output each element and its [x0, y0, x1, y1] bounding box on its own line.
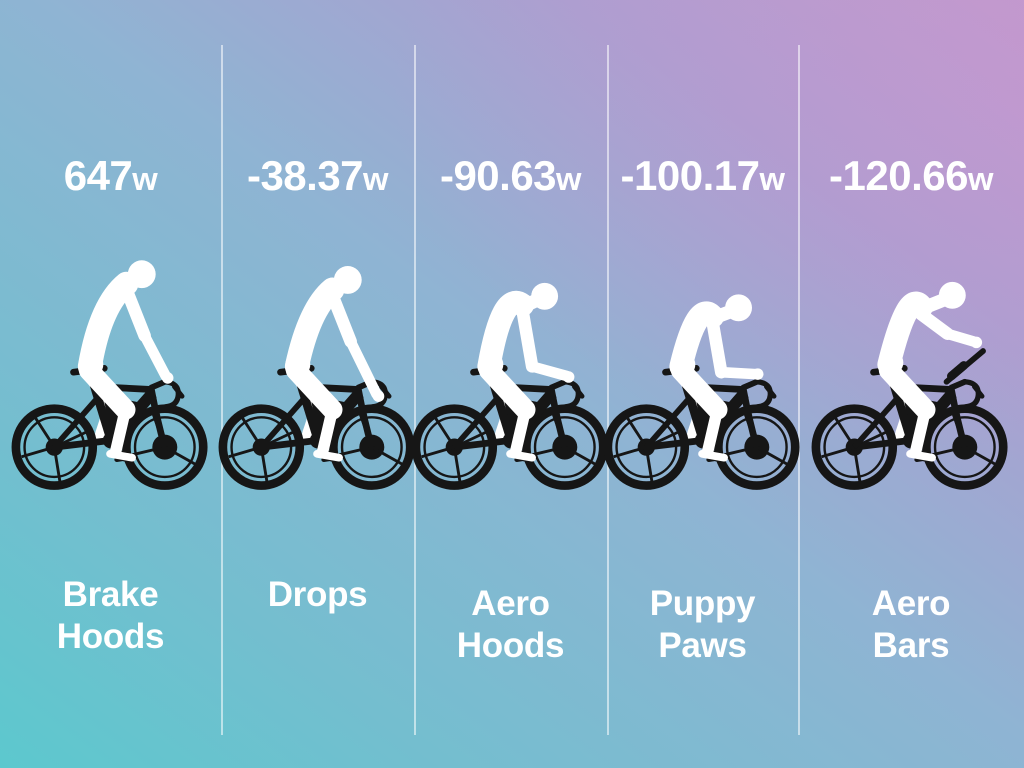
position-column-brake-hoods: 647w Brake Hoods [0, 0, 221, 768]
watts-number: 647 [63, 152, 133, 199]
rider-illustration-wrap [607, 230, 798, 499]
watts-unit: w [967, 160, 993, 197]
position-label: Puppy Paws [649, 584, 756, 666]
watts-value: 647w [0, 148, 221, 207]
watts-unit: w [759, 160, 785, 197]
column-divider [798, 45, 800, 735]
position-column-aero-bars: -120.66w A [798, 0, 1024, 768]
position-label: Aero Bars [871, 584, 951, 666]
watts-value: -120.66w [798, 148, 1024, 207]
watts-unit: w [363, 160, 389, 197]
position-column-drops: -38.37w Drops [221, 0, 414, 768]
watts-number: -90.63 [439, 152, 557, 199]
cyclist-brake-hoods-icon [10, 260, 212, 499]
column-divider [414, 45, 416, 735]
watts-value: -90.63w [414, 148, 607, 207]
position-column-aero-hoods: -90.63w Aero Hoods [414, 0, 607, 768]
cyclist-aero-bars-icon [810, 281, 1012, 499]
watts-unit: w [132, 160, 158, 197]
column-divider [607, 45, 609, 735]
rider-illustration-wrap [221, 230, 414, 499]
cyclist-puppy-paws-icon [602, 294, 804, 499]
watts-value: -38.37w [221, 148, 414, 207]
position-label: Brake Hoods [56, 575, 165, 657]
cyclist-aero-hoods-icon [410, 282, 612, 499]
watts-number: -120.66 [829, 152, 968, 199]
watts-number: -38.37 [246, 152, 364, 199]
column-divider [221, 45, 223, 735]
rider-illustration-wrap [414, 230, 607, 499]
watts-number: -100.17 [620, 152, 760, 199]
position-label: Drops [267, 575, 368, 614]
rider-illustration-wrap [798, 230, 1024, 499]
cyclist-drops-icon [217, 266, 419, 499]
position-label: Aero Hoods [456, 584, 565, 666]
rider-illustration-wrap [0, 230, 221, 499]
watts-unit: w [556, 160, 582, 197]
watts-value: -100.17w [607, 148, 798, 207]
position-column-puppy-paws: -100.17w Puppy Paws [607, 0, 798, 768]
